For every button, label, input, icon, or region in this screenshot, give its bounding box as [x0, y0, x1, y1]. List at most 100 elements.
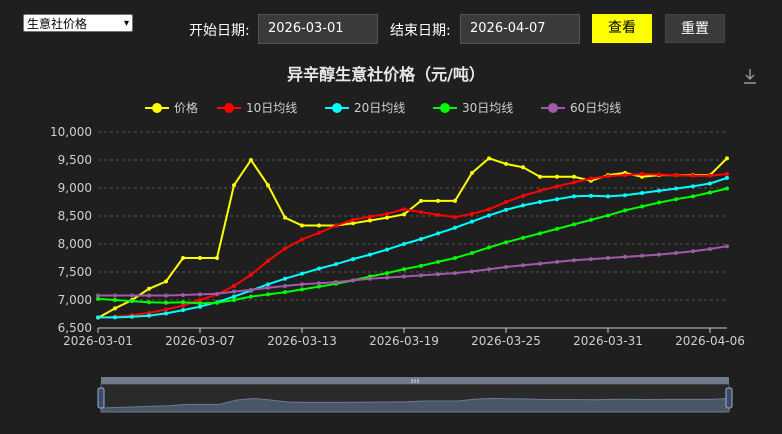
data-point-ma20[interactable] — [487, 213, 491, 218]
data-point-ma20[interactable] — [640, 191, 644, 196]
data-point-ma20[interactable] — [674, 186, 678, 191]
data-point-ma30[interactable] — [300, 287, 304, 292]
data-point-ma10[interactable] — [487, 207, 491, 212]
data-point-ma60[interactable] — [674, 250, 678, 255]
data-point-price[interactable] — [470, 170, 474, 175]
data-point-ma10[interactable] — [504, 200, 508, 204]
data-point-price[interactable] — [181, 256, 185, 260]
data-point-ma60[interactable] — [385, 275, 389, 280]
data-point-ma60[interactable] — [334, 280, 338, 285]
data-point-ma60[interactable] — [725, 244, 729, 249]
data-point-ma20[interactable] — [623, 193, 627, 198]
data-point-ma60[interactable] — [419, 273, 423, 278]
data-point-ma10[interactable] — [385, 211, 389, 216]
data-point-price[interactable] — [521, 165, 525, 170]
data-point-ma10[interactable] — [181, 303, 185, 308]
data-point-price[interactable] — [198, 256, 202, 260]
legend-item-ma60[interactable]: 60日均线 — [541, 101, 621, 115]
data-point-ma20[interactable] — [538, 200, 542, 204]
data-point-ma20[interactable] — [113, 315, 117, 320]
data-point-ma60[interactable] — [657, 252, 661, 257]
data-point-ma30[interactable] — [147, 300, 151, 305]
data-point-ma20[interactable] — [96, 315, 100, 320]
data-point-price[interactable] — [725, 156, 729, 161]
start-date-input[interactable]: 2026-03-01 — [258, 14, 378, 44]
data-point-ma60[interactable] — [368, 276, 372, 281]
price-source-select[interactable]: 生意社价格 ▾ — [23, 14, 133, 32]
data-point-ma60[interactable] — [198, 292, 202, 297]
data-point-ma20[interactable] — [453, 225, 457, 230]
legend-item-ma30[interactable]: 30日均线 — [433, 101, 513, 115]
legend-item-price[interactable]: 价格 — [145, 100, 198, 115]
data-point-ma60[interactable] — [470, 269, 474, 274]
data-point-ma10[interactable] — [351, 217, 355, 222]
data-point-ma60[interactable] — [283, 284, 287, 288]
data-point-price[interactable] — [215, 256, 219, 260]
data-point-price[interactable] — [453, 198, 457, 203]
data-point-ma60[interactable] — [300, 282, 304, 287]
zoom-range-handle[interactable] — [97, 387, 105, 409]
data-point-ma30[interactable] — [504, 240, 508, 245]
data-point-price[interactable] — [317, 223, 321, 228]
data-point-ma60[interactable] — [538, 261, 542, 266]
data-point-ma60[interactable] — [521, 263, 525, 268]
data-point-ma10[interactable] — [283, 246, 287, 251]
data-point-ma20[interactable] — [470, 219, 474, 224]
data-point-ma30[interactable] — [436, 259, 440, 264]
data-point-ma60[interactable] — [589, 257, 593, 262]
data-point-ma20[interactable] — [232, 294, 236, 299]
data-point-ma20[interactable] — [555, 197, 559, 202]
data-point-ma10[interactable] — [606, 174, 610, 179]
data-point-ma60[interactable] — [691, 249, 695, 254]
data-point-ma30[interactable] — [266, 292, 270, 297]
data-point-ma30[interactable] — [249, 294, 253, 299]
data-point-ma20[interactable] — [419, 236, 423, 241]
data-point-price[interactable] — [232, 183, 236, 188]
data-point-ma30[interactable] — [198, 301, 202, 306]
data-point-price[interactable] — [385, 215, 389, 220]
data-point-ma20[interactable] — [606, 194, 610, 199]
data-point-ma60[interactable] — [232, 289, 236, 294]
data-point-ma60[interactable] — [215, 291, 219, 296]
data-point-ma30[interactable] — [640, 204, 644, 209]
data-point-ma30[interactable] — [453, 256, 457, 260]
data-point-ma60[interactable] — [606, 256, 610, 260]
data-point-ma10[interactable] — [419, 210, 423, 215]
data-point-ma20[interactable] — [708, 181, 712, 186]
data-point-ma60[interactable] — [113, 293, 117, 298]
data-point-ma10[interactable] — [300, 237, 304, 242]
legend-item-ma10[interactable]: 10日均线 — [217, 101, 297, 115]
data-point-ma20[interactable] — [725, 175, 729, 180]
data-point-ma60[interactable] — [96, 293, 100, 298]
data-point-ma10[interactable] — [334, 223, 338, 228]
data-point-ma30[interactable] — [555, 226, 559, 231]
data-point-ma10[interactable] — [470, 211, 474, 216]
data-point-ma30[interactable] — [623, 208, 627, 213]
data-point-ma60[interactable] — [130, 293, 134, 298]
data-point-ma20[interactable] — [266, 282, 270, 287]
data-point-ma10[interactable] — [147, 310, 151, 315]
data-point-price[interactable] — [283, 215, 287, 220]
data-point-ma20[interactable] — [521, 203, 525, 208]
data-point-ma30[interactable] — [232, 298, 236, 302]
data-point-ma10[interactable] — [368, 214, 372, 219]
data-point-ma10[interactable] — [572, 180, 576, 185]
data-point-ma60[interactable] — [402, 274, 406, 279]
data-point-ma30[interactable] — [538, 231, 542, 236]
data-point-ma10[interactable] — [266, 258, 270, 263]
data-point-ma30[interactable] — [402, 267, 406, 272]
data-point-price[interactable] — [249, 158, 253, 162]
data-point-ma30[interactable] — [385, 271, 389, 276]
data-point-ma60[interactable] — [181, 292, 185, 297]
data-point-ma60[interactable] — [317, 281, 321, 286]
data-point-price[interactable] — [504, 161, 508, 166]
data-point-ma30[interactable] — [317, 284, 321, 289]
data-point-price[interactable] — [419, 198, 423, 203]
query-button[interactable]: 查看 — [592, 14, 652, 43]
data-point-price[interactable] — [555, 174, 559, 179]
data-point-ma20[interactable] — [317, 266, 321, 271]
data-point-ma30[interactable] — [96, 296, 100, 301]
data-point-ma30[interactable] — [164, 300, 168, 305]
data-point-ma10[interactable] — [657, 172, 661, 177]
data-point-ma10[interactable] — [521, 193, 525, 198]
